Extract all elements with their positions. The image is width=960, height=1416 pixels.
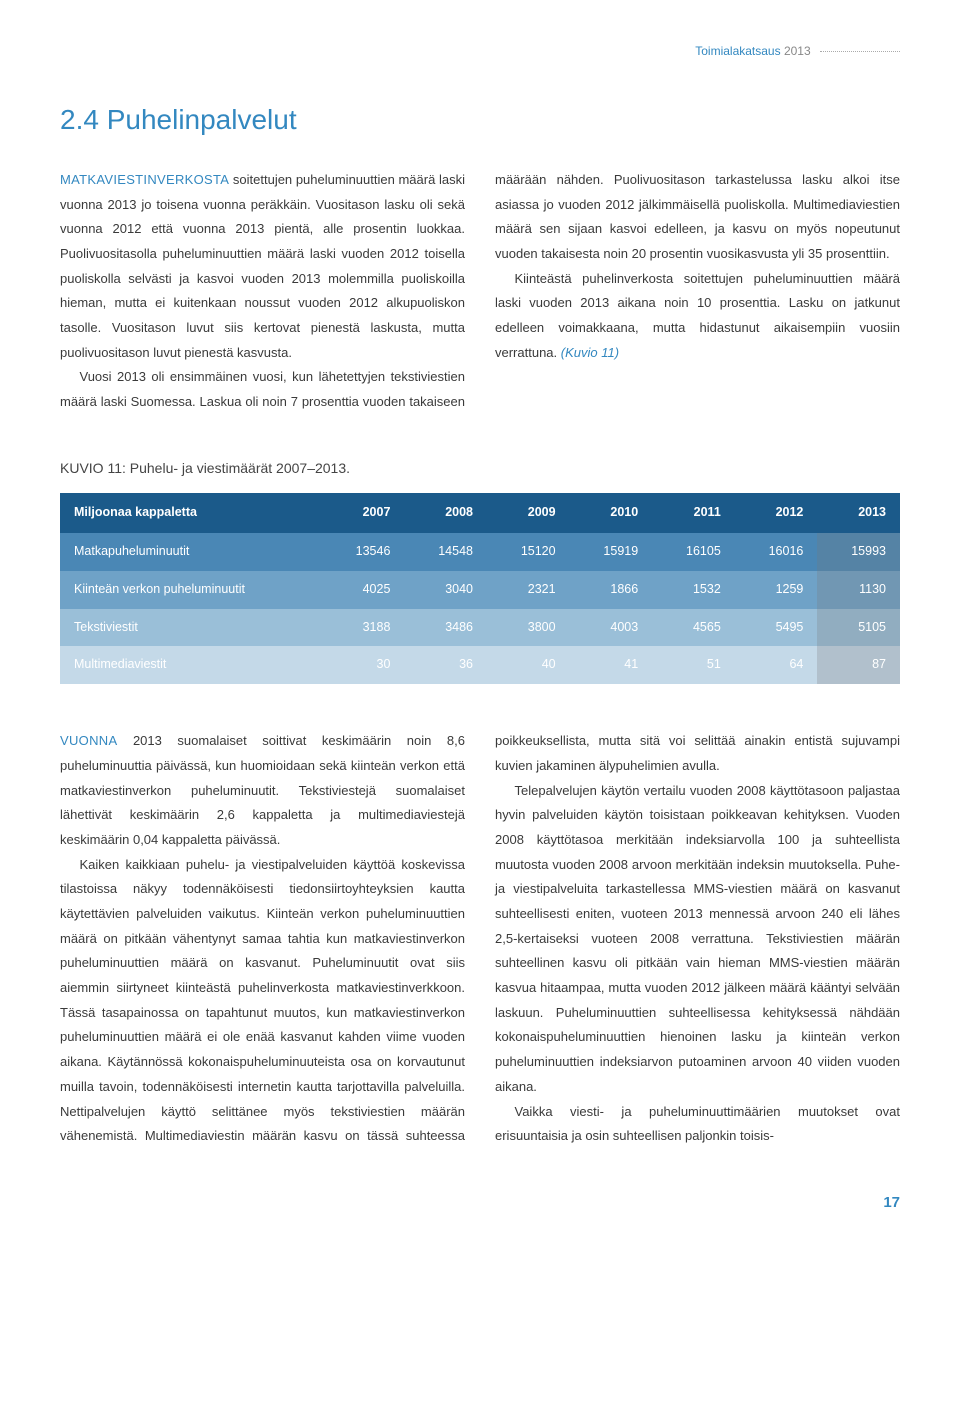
table-row: Matkapuheluminuutit135461454815120159191… — [60, 533, 900, 571]
cell: 40 — [487, 646, 570, 684]
cell: 2321 — [487, 571, 570, 609]
body-columns: VUONNA 2013 suomalaiset soittivat keskim… — [60, 729, 900, 1149]
table-header-year: 2012 — [735, 493, 818, 533]
cell: 36 — [404, 646, 487, 684]
table-header-year: 2009 — [487, 493, 570, 533]
cell: 3486 — [404, 609, 487, 647]
body-lead2: VUONNA — [60, 733, 117, 748]
table-header-year: 2010 — [570, 493, 653, 533]
cell: 3188 — [322, 609, 405, 647]
cell: 16016 — [735, 533, 818, 571]
table-header-year: 2008 — [404, 493, 487, 533]
intro-p3-text: Kiinteästä puhelinverkosta soitettujen p… — [495, 271, 900, 360]
cell: 4003 — [570, 609, 653, 647]
body-p4-rest: 2013 suomalaiset soittivat keskimäärin n… — [60, 733, 465, 847]
cell: 13546 — [322, 533, 405, 571]
header-label: Toimialakatsaus — [695, 44, 780, 58]
page-header: Toimialakatsaus 2013 — [60, 40, 900, 63]
table-header-row: Miljoonaa kappaletta 2007 2008 2009 2010… — [60, 493, 900, 533]
cell: 1532 — [652, 571, 735, 609]
table-row: Multimediaviestit30364041516487 — [60, 646, 900, 684]
cell: 87 — [817, 646, 900, 684]
cell: 5105 — [817, 609, 900, 647]
cell: 1259 — [735, 571, 818, 609]
intro-lead: MATKAVIESTINVERKOSTA — [60, 172, 229, 187]
cell: 1866 — [570, 571, 653, 609]
cell: 5495 — [735, 609, 818, 647]
data-table: Miljoonaa kappaletta 2007 2008 2009 2010… — [60, 493, 900, 684]
intro-p3: Kiinteästä puhelinverkosta soitettujen p… — [495, 267, 900, 366]
row-label: Tekstiviestit — [60, 609, 322, 647]
intro-columns: MATKAVIESTINVERKOSTA soitettujen puhelum… — [60, 168, 900, 415]
page-title: 2.4 Puhelinpalvelut — [60, 93, 900, 146]
cell: 15919 — [570, 533, 653, 571]
table-header-year: 2013 — [817, 493, 900, 533]
body-p4: VUONNA 2013 suomalaiset soittivat keskim… — [60, 729, 465, 852]
row-label: Multimediaviestit — [60, 646, 322, 684]
body-p7: Vaikka viesti- ja puheluminuuttimäärien … — [495, 1100, 900, 1149]
cell: 14548 — [404, 533, 487, 571]
body-p6: Telepalvelujen käytön vertailu vuoden 20… — [495, 779, 900, 1100]
table-row: Tekstiviestit318834863800400345655495510… — [60, 609, 900, 647]
table-header-year: 2011 — [652, 493, 735, 533]
intro-p1-rest: soitettujen puheluminuuttien määrä laski… — [60, 172, 465, 360]
intro-p3-ref: (Kuvio 11) — [561, 345, 619, 360]
row-label: Kiinteän verkon puheluminuutit — [60, 571, 322, 609]
page-number: 17 — [60, 1189, 900, 1218]
table-caption: KUVIO 11: Puhelu- ja viestimäärät 2007–2… — [60, 455, 900, 482]
cell: 1130 — [817, 571, 900, 609]
cell: 15120 — [487, 533, 570, 571]
row-label: Matkapuheluminuutit — [60, 533, 322, 571]
cell: 4565 — [652, 609, 735, 647]
cell: 15993 — [817, 533, 900, 571]
cell: 16105 — [652, 533, 735, 571]
cell: 64 — [735, 646, 818, 684]
cell: 3040 — [404, 571, 487, 609]
cell: 3800 — [487, 609, 570, 647]
header-year: 2013 — [784, 44, 811, 58]
cell: 51 — [652, 646, 735, 684]
table-row: Kiinteän verkon puheluminuutit4025304023… — [60, 571, 900, 609]
table-header-year: 2007 — [322, 493, 405, 533]
cell: 4025 — [322, 571, 405, 609]
table-header-label: Miljoonaa kappaletta — [60, 493, 322, 533]
cell: 30 — [322, 646, 405, 684]
intro-p1: MATKAVIESTINVERKOSTA soitettujen puhelum… — [60, 168, 465, 366]
cell: 41 — [570, 646, 653, 684]
